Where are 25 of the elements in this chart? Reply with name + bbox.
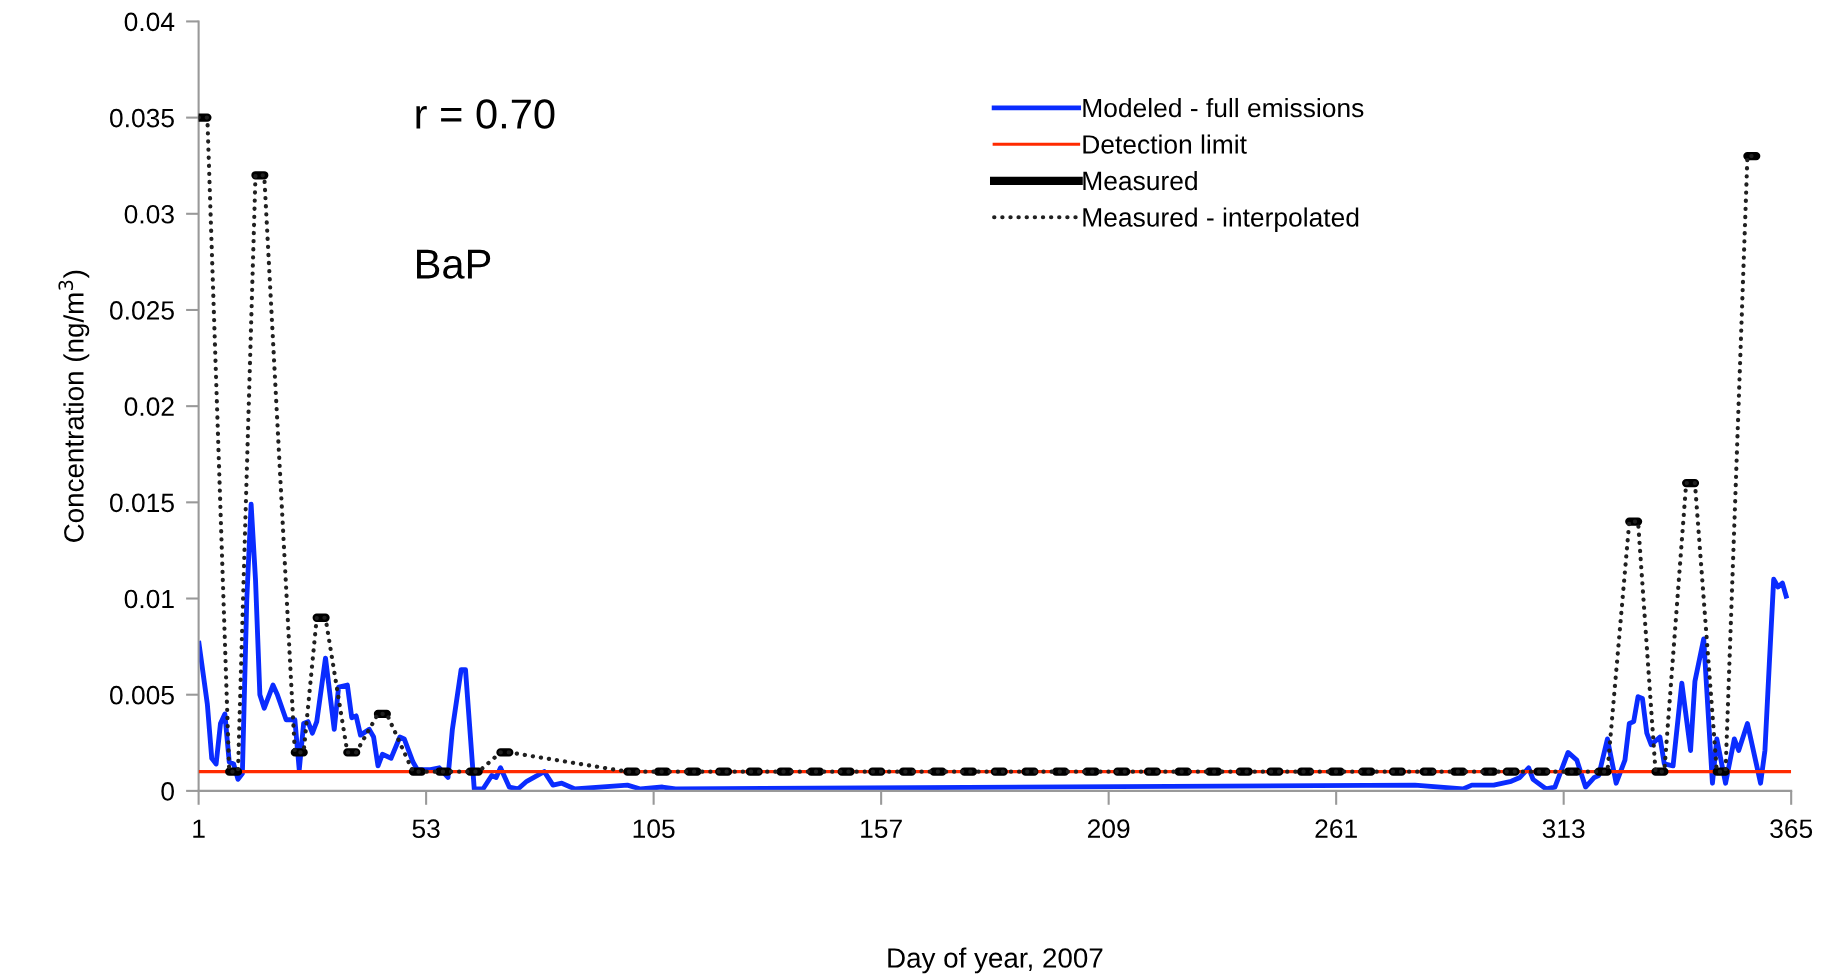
y-tick-label: 0.03 <box>124 204 174 224</box>
annotation: BaP <box>417 249 491 279</box>
legend-label: Measured <box>1083 170 1197 191</box>
x-axis-title: Day of year, 2007 <box>888 947 1103 974</box>
y-tick-label: 0.02 <box>124 397 174 416</box>
x-tick-label: 313 <box>1542 819 1585 839</box>
x-tick-label: 105 <box>633 819 675 839</box>
legend-label: Measured - interpolated <box>1083 207 1359 232</box>
x-tick-label: 1 <box>193 819 205 838</box>
legend-label: Detection limit <box>1083 134 1247 154</box>
y-tick-label: 0 <box>161 782 174 801</box>
y-axis-title: Concentration (ng/m$^{3}$) <box>58 270 90 542</box>
y-tick-label: 0.005 <box>110 685 174 705</box>
legend-label: Modeled - full emissions <box>1083 97 1364 118</box>
y-tick-label: 0.025 <box>110 301 174 320</box>
x-tick-label: 53 <box>412 819 440 839</box>
y-tick-label: 0.04 <box>124 12 175 32</box>
x-tick-label: 365 <box>1770 819 1813 839</box>
y-tick-label: 0.035 <box>110 108 174 128</box>
x-tick-label: 157 <box>861 819 902 839</box>
y-tick-label: 0.01 <box>124 589 174 609</box>
annotation: r = 0.70 <box>416 99 555 129</box>
y-tick-label: 0.015 <box>110 493 174 513</box>
x-tick-label: 261 <box>1315 819 1357 839</box>
x-tick-label: 209 <box>1087 819 1130 839</box>
